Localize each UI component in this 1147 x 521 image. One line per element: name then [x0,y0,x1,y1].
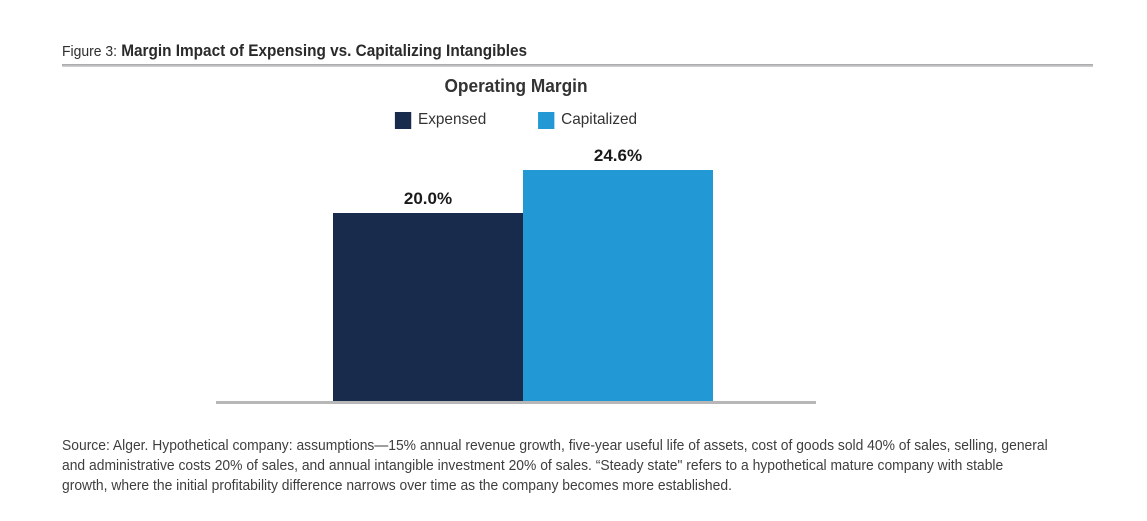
header-divider [62,64,1093,67]
bar-value-label-expensed: 20.0% [403,189,453,209]
chart-title: Operating Margin [444,76,588,96]
figure-title: Margin Impact of Expensing vs. Capitaliz… [121,42,528,60]
legend-swatch-icon [395,111,412,129]
source-line: and administrative costs 20% of sales, a… [62,457,1004,474]
bar-capitalized [523,170,713,401]
legend-label: Expensed [418,111,487,128]
legend-swatch-icon [537,111,554,129]
legend-item-capitalized: Capitalized [537,111,637,129]
source-line: growth, where the initial profitability … [62,477,732,494]
legend-item-expensed: Expensed [395,111,487,129]
figure-number-label: Figure 3: [62,43,118,60]
bar-expensed [333,213,523,401]
figure-header: Figure 3: Margin Impact of Expensing vs.… [62,42,527,61]
legend-label: Capitalized [560,111,637,128]
source-note: Source: Alger. Hypothetical company: ass… [62,436,1128,496]
bar-value-label-capitalized: 24.6% [593,146,643,166]
x-axis-baseline [216,401,816,404]
legend: Expensed Capitalized [216,111,816,129]
plot-area: 20.0% 24.6% [216,146,816,404]
source-line: Source: Alger. Hypothetical company: ass… [62,437,1048,454]
